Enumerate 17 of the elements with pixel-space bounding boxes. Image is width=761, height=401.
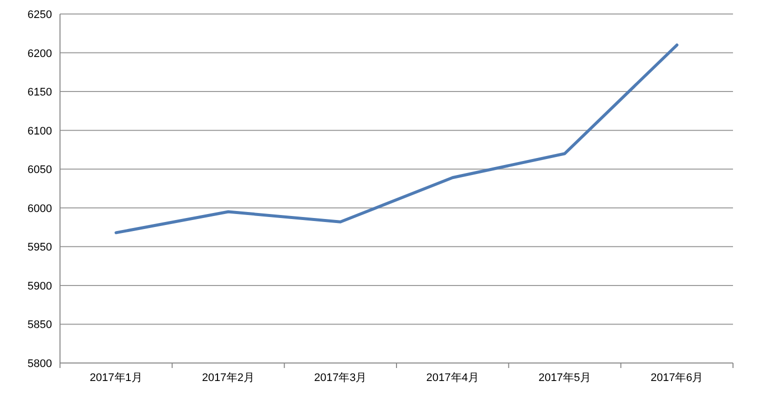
y-tick-label: 6150 [28,86,52,99]
y-tick-label: 6200 [28,48,52,60]
x-tick-label: 2017年4月 [426,372,479,384]
y-tick-label: 6050 [28,164,52,176]
x-tick-label: 2017年5月 [538,372,592,384]
y-tick-label: 6250 [28,9,52,21]
x-tick-label: 2017年2月 [202,372,255,384]
x-tick-label: 2017年3月 [314,372,367,384]
y-tick-label: 6000 [28,202,52,215]
line-series [114,44,678,234]
y-tick-label: 6100 [28,125,52,138]
y-tick-label: 5800 [28,358,52,370]
x-tick-label: 2017年1月 [90,372,142,384]
x-tick-label: 2017年6月 [650,372,704,384]
y-tick-label: 5850 [28,319,52,332]
y-tick-label: 5900 [28,280,52,292]
y-tick-label: 5950 [28,242,52,254]
